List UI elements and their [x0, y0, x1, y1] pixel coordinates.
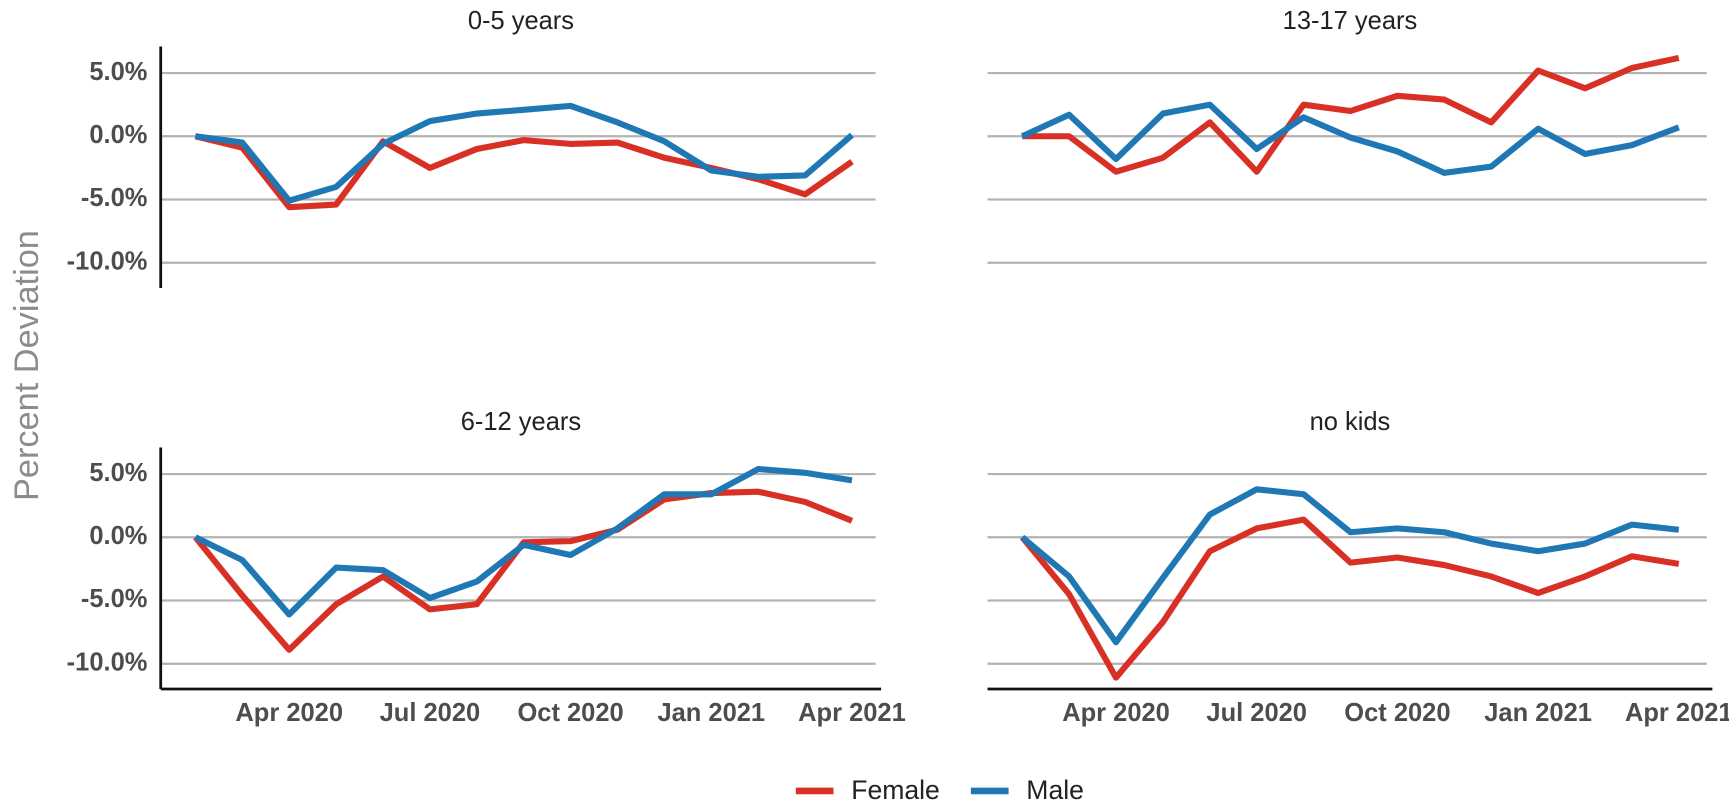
series-line: [1022, 54, 1680, 175]
x-tick-label: Apr 2021: [1625, 699, 1729, 727]
y-tick-label: -10.0%: [67, 648, 148, 676]
y-axis-title: Percent Deviation: [8, 230, 46, 501]
x-tick-label: Apr 2020: [1062, 699, 1170, 727]
series-line: [1020, 101, 1680, 176]
x-tick-label: Apr 2020: [235, 699, 343, 727]
facet-title: 13-17 years: [1283, 7, 1418, 35]
x-tick-label: Oct 2020: [517, 699, 623, 727]
x-tick-label: Apr 2021: [798, 699, 906, 727]
x-tick-label: Jul 2020: [380, 699, 481, 727]
series-line: [193, 488, 854, 653]
facet-title: no kids: [1310, 408, 1391, 436]
y-tick-label: 0.0%: [89, 522, 147, 550]
facet-title: 6-12 years: [461, 408, 581, 436]
x-tick-label: Oct 2020: [1344, 699, 1450, 727]
y-tick-label: 5.0%: [89, 58, 147, 86]
y-tick-label: -10.0%: [67, 247, 148, 275]
x-tick-label: Jan 2021: [657, 699, 765, 727]
facet-title: 0-5 years: [468, 7, 574, 35]
y-tick-label: 0.0%: [89, 121, 147, 149]
y-tick-label: -5.0%: [81, 585, 148, 613]
x-tick-label: Jan 2021: [1484, 699, 1592, 727]
legend-label: Female: [851, 775, 940, 802]
y-tick-label: -5.0%: [81, 184, 148, 212]
legend-label: Male: [1026, 775, 1084, 802]
series-line: [194, 465, 853, 618]
x-tick-label: Jul 2020: [1206, 699, 1307, 727]
series-line: [194, 102, 854, 204]
series-line: [1020, 486, 1680, 646]
series-line: [1019, 516, 1680, 681]
y-tick-label: 5.0%: [89, 459, 147, 487]
